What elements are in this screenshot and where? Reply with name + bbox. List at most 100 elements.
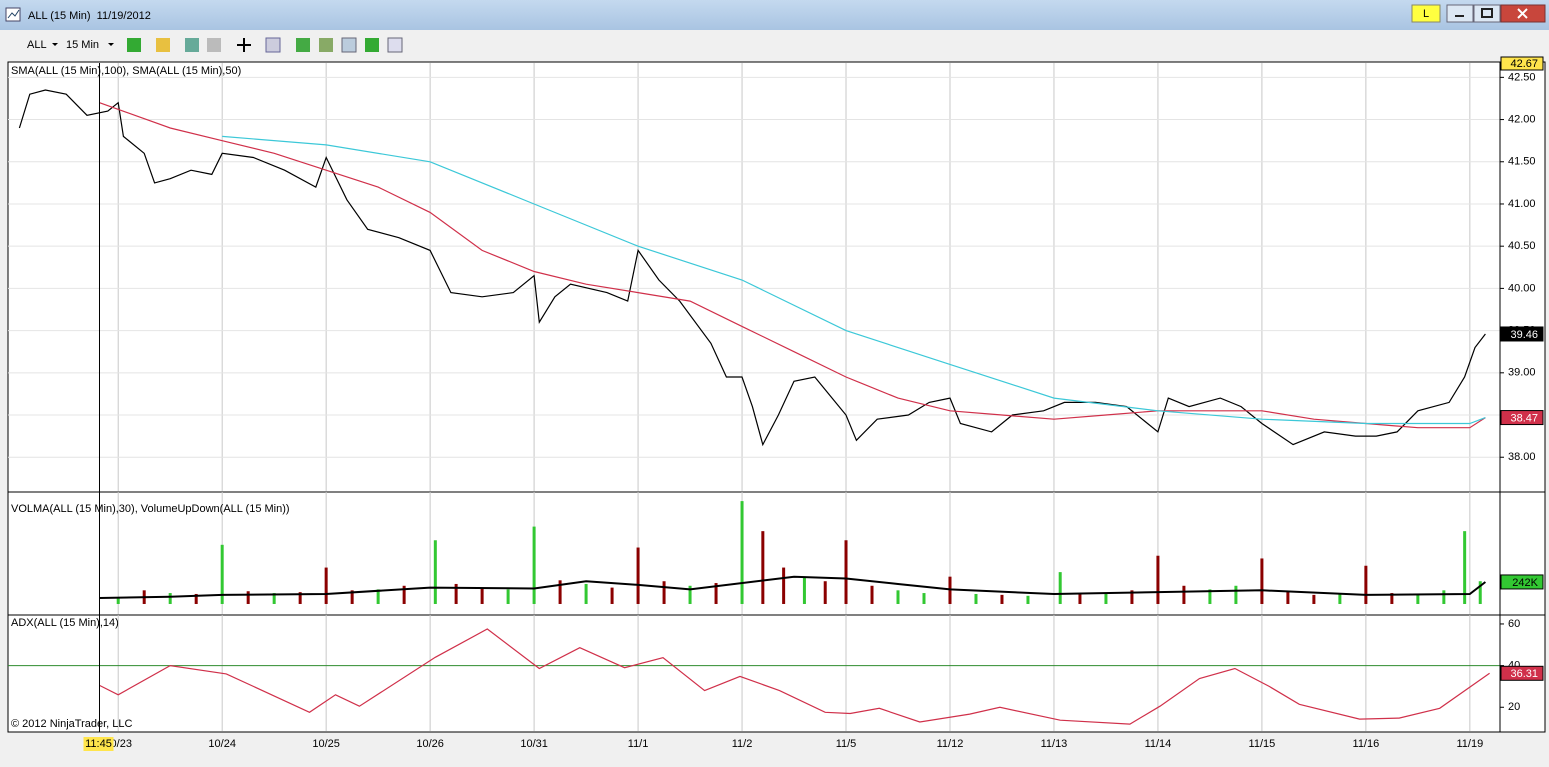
volume-bar xyxy=(272,593,276,604)
volume-bar xyxy=(1234,585,1238,604)
panel-title: VOLMA(ALL (15 Min),30), VolumeUpDown(ALL… xyxy=(11,503,290,515)
copyright: © 2012 NinjaTrader, LLC xyxy=(11,718,132,730)
volume-bar xyxy=(1478,581,1482,604)
y-tick-label: 39.00 xyxy=(1508,367,1536,379)
volume-bar xyxy=(1463,531,1467,604)
cursor-label-box xyxy=(83,737,114,751)
link-button-label: L xyxy=(1423,8,1429,20)
value-label: 36.31 xyxy=(1510,668,1538,680)
stay-in-draw-button[interactable] xyxy=(207,38,221,52)
volume-bar xyxy=(802,576,806,604)
y-tick-label: 40.50 xyxy=(1508,240,1536,252)
volume-bar xyxy=(1338,593,1342,604)
volume-bar xyxy=(454,583,458,604)
link-button[interactable] xyxy=(1411,4,1441,23)
volume-bar xyxy=(350,590,354,604)
indicators-button[interactable] xyxy=(296,38,310,52)
panel-title: ADX(ALL (15 Min),14) xyxy=(11,617,119,629)
volume-bar xyxy=(1104,593,1108,604)
series-line xyxy=(18,89,1486,447)
volume-bar xyxy=(974,593,978,604)
minimize-glyph xyxy=(1455,15,1464,17)
x-tick-label: 11/13 xyxy=(1041,738,1068,750)
volume-bar xyxy=(1260,558,1264,604)
y-tick-label: 38.00 xyxy=(1508,451,1536,463)
interval-selector[interactable]: 15 Min xyxy=(66,39,99,51)
templates-button[interactable] xyxy=(341,37,357,53)
volume-bar xyxy=(558,580,562,604)
x-tick-label: 10/26 xyxy=(416,738,444,750)
chart-area xyxy=(7,61,1546,733)
value-label: 38.47 xyxy=(1510,412,1538,424)
volume-bar xyxy=(376,589,380,604)
volume-bar xyxy=(1390,593,1394,604)
x-tick-label: 10/31 xyxy=(520,738,548,750)
series-line xyxy=(222,135,1486,425)
plot: 38.0038.5039.0039.5040.0040.5041.0041.50… xyxy=(8,56,1545,751)
volume-bar xyxy=(220,544,224,604)
symbol-selector[interactable]: ALL xyxy=(27,39,47,51)
x-tick-label: 10/24 xyxy=(208,738,236,750)
toolbar xyxy=(0,30,1549,58)
volume-bar xyxy=(662,581,666,604)
series-line xyxy=(99,575,1487,599)
app-icon-glyph xyxy=(7,9,20,19)
volume-bar xyxy=(480,587,484,604)
x-tick-label: 11/2 xyxy=(732,738,753,750)
zoom-button[interactable] xyxy=(265,37,281,53)
orders-button[interactable] xyxy=(365,38,379,52)
value-label-box xyxy=(1500,574,1544,590)
x-tick-label: 11/15 xyxy=(1249,738,1276,750)
volume-bar xyxy=(610,587,614,604)
value-label-box xyxy=(1500,665,1544,681)
volume-bar xyxy=(1058,572,1062,604)
volume-bar xyxy=(844,540,848,604)
panel-title: SMA(ALL (15 Min),100), SMA(ALL (15 Min),… xyxy=(11,65,241,77)
title-bar xyxy=(0,0,1549,30)
y-tick-label: 42.50 xyxy=(1508,71,1536,83)
chart-style-button[interactable] xyxy=(127,38,141,52)
volume-bar xyxy=(324,567,328,604)
volume-bar xyxy=(1078,593,1082,604)
x-tick-label: 11/19 xyxy=(1456,738,1483,750)
volume-bar xyxy=(636,547,640,604)
volume-bar xyxy=(532,526,536,604)
volume-bar xyxy=(714,583,718,604)
y-tick-label: 41.00 xyxy=(1508,198,1536,210)
series-line xyxy=(99,628,1490,725)
volume-bar xyxy=(1130,590,1134,604)
minimize-button[interactable] xyxy=(1446,4,1474,23)
x-tick-label: 10/25 xyxy=(312,738,340,750)
value-label-box xyxy=(1500,410,1544,426)
x-tick-label: 11/16 xyxy=(1353,738,1380,750)
volume-bar xyxy=(1000,594,1004,604)
volume-bar xyxy=(1364,565,1368,604)
series-line xyxy=(99,102,1486,429)
y-tick-label: 40.00 xyxy=(1508,282,1536,294)
x-tick-label: 11/5 xyxy=(836,738,857,750)
value-label-box xyxy=(1500,326,1544,342)
volume-bar xyxy=(116,598,120,604)
volume-bar xyxy=(782,567,786,604)
volume-bar xyxy=(402,585,406,604)
dropdown-arrow xyxy=(108,43,114,46)
close-glyph xyxy=(1517,8,1528,19)
volume-bar xyxy=(1208,589,1212,604)
y-tick-label: 41.50 xyxy=(1508,156,1536,168)
x-tick-label: 11/12 xyxy=(937,738,964,750)
properties-button[interactable] xyxy=(387,37,403,53)
volume-bar xyxy=(870,585,874,604)
crosshair-button[interactable] xyxy=(237,38,251,52)
drawing-tool-button[interactable] xyxy=(156,38,170,52)
maximize-button[interactable] xyxy=(1473,4,1501,23)
volume-bar xyxy=(1312,594,1316,604)
volume-bar xyxy=(246,591,250,604)
volume-bar xyxy=(1026,595,1030,604)
snap-button[interactable] xyxy=(185,38,199,52)
volume-bar xyxy=(1182,585,1186,604)
strategies-button[interactable] xyxy=(319,38,333,52)
volume-bar xyxy=(1286,591,1290,604)
volume-bar xyxy=(194,593,198,604)
axis-top-box xyxy=(1500,56,1544,71)
